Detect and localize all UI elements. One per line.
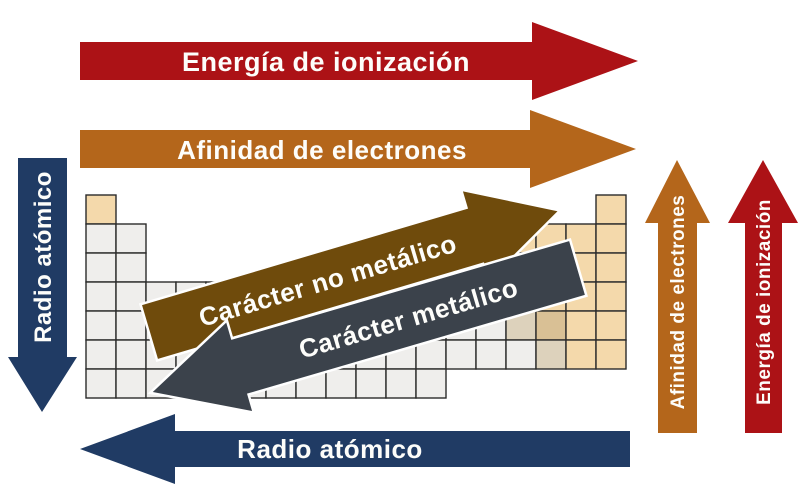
ionization-energy-label-top: Energía de ionización — [182, 47, 470, 77]
table-cell — [415, 368, 447, 399]
electron-affinity-label-top: Afinidad de electrones — [177, 135, 467, 165]
table-cell — [85, 223, 117, 254]
table-cell — [115, 223, 147, 254]
table-cell — [595, 223, 627, 254]
right-arrow-shape — [80, 110, 636, 188]
table-cell — [85, 194, 117, 225]
ionization-energy-arrow-right: Energía de ionización — [728, 160, 798, 433]
table-cell — [85, 368, 117, 399]
atomic-radius-label-left: Radio atómico — [30, 171, 57, 343]
atomic-radius-arrow-left: Radio atómico — [8, 158, 77, 412]
atomic-radius-label-bottom: Radio atómico — [237, 434, 423, 464]
table-cell — [445, 339, 477, 370]
down-arrow-shape — [8, 158, 77, 412]
table-cell — [85, 310, 117, 341]
table-cell — [355, 368, 387, 399]
table-cell — [565, 339, 597, 370]
electron-affinity-arrow-top: Afinidad de electrones — [80, 110, 636, 188]
table-cell — [595, 252, 627, 283]
table-cell — [535, 339, 567, 370]
table-cell — [85, 252, 117, 283]
table-cell — [595, 310, 627, 341]
table-cell — [565, 310, 597, 341]
up-arrow-shape — [645, 160, 710, 433]
table-cell — [115, 339, 147, 370]
table-cell — [595, 281, 627, 312]
table-cell — [325, 368, 357, 399]
table-cell — [595, 339, 627, 370]
table-cell — [115, 310, 147, 341]
atomic-radius-arrow-bottom: Radio atómico — [80, 414, 630, 484]
down-left-arrow-shape — [147, 238, 588, 415]
ionization-energy-label-right: Energía de ionización — [754, 199, 775, 405]
electron-affinity-label-right: Afinidad de electrones — [668, 195, 689, 410]
table-cell — [115, 252, 147, 283]
table-cell — [505, 339, 537, 370]
left-arrow-shape — [80, 414, 630, 484]
table-cell — [85, 339, 117, 370]
metallic-character-arrow: Carácter metálico — [147, 238, 588, 415]
table-cell — [115, 368, 147, 399]
table-cell — [535, 310, 567, 341]
table-cell — [595, 194, 627, 225]
table-cell — [385, 368, 417, 399]
electron-affinity-arrow-right: Afinidad de electrones — [645, 160, 710, 433]
right-arrow-shape — [80, 22, 638, 100]
up-arrow-shape — [728, 160, 798, 433]
ionization-energy-arrow-top: Energía de ionización — [80, 22, 638, 100]
table-cell — [475, 339, 507, 370]
table-cell — [85, 281, 117, 312]
